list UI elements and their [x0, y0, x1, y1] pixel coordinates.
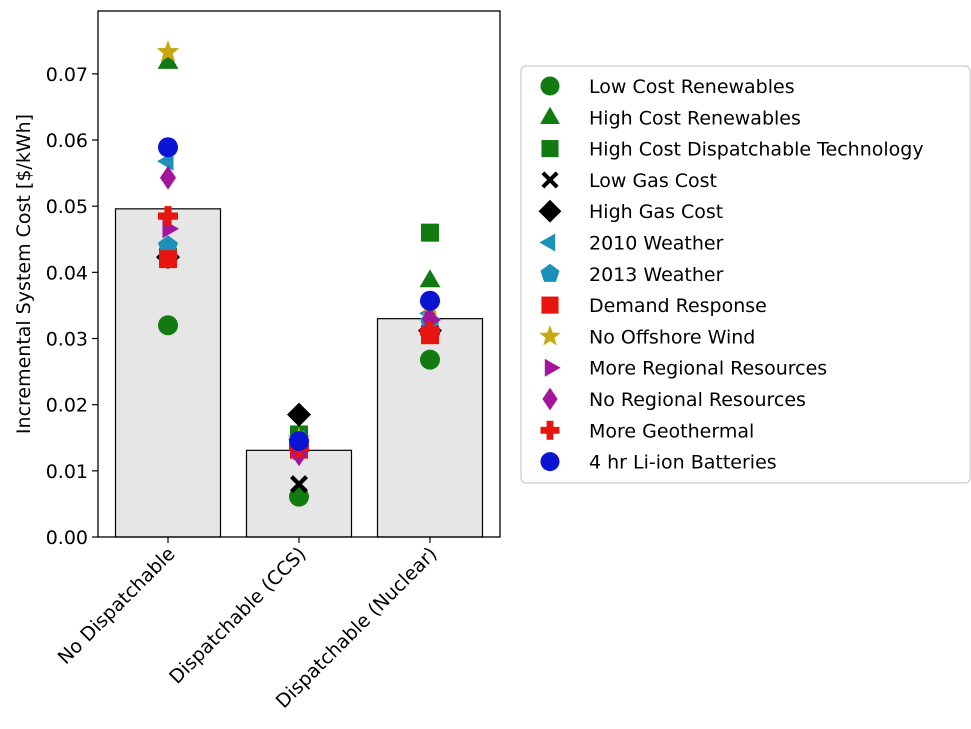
x-tick-label: No Dispatchable [54, 543, 180, 669]
marker-diamond [538, 199, 562, 223]
marker-circle [420, 349, 440, 370]
marker-square [159, 250, 177, 269]
marker-plus [158, 206, 178, 227]
legend-label: Demand Response [589, 295, 767, 317]
marker-square [541, 296, 559, 314]
marker-triangle-up [419, 269, 441, 288]
marker-circle [540, 76, 560, 96]
y-tick-label: 0.05 [46, 196, 88, 218]
marker-star [156, 40, 180, 62]
y-tick-label: 0.06 [46, 130, 88, 152]
legend-label: More Geothermal [589, 420, 754, 442]
marker-thin-diamond [422, 306, 438, 331]
y-tick-label: 0.07 [46, 64, 88, 86]
marker-thin-diamond [160, 165, 176, 190]
marker-triangle-left [539, 233, 556, 252]
y-tick-label: 0.03 [46, 329, 88, 351]
marker-circle [158, 137, 178, 158]
y-axis: 0.00 0.01 0.02 0.03 0.04 0.05 0.06 0.07 [46, 64, 98, 549]
markers-layer [156, 40, 442, 507]
legend-label: No Regional Resources [589, 389, 806, 411]
legend: Low Cost Renewables High Cost Renewables H… [520, 65, 971, 484]
marker-thin-diamond [542, 387, 558, 411]
marker-x [290, 475, 308, 494]
marker-plus [420, 321, 440, 342]
marker-square [541, 140, 559, 158]
legend-label: 2013 Weather [589, 264, 724, 286]
marker-circle [420, 290, 440, 311]
marker-triangle-up [540, 106, 560, 124]
marker-diamond [287, 402, 311, 427]
marker-square [421, 223, 439, 242]
legend-label: High Gas Cost [589, 201, 723, 223]
legend-frame [520, 65, 971, 484]
marker-triangle-right [544, 358, 561, 377]
legend-label: More Regional Resources [589, 358, 827, 380]
y-axis-title: Incremental System Cost [$/kWh] [13, 114, 35, 434]
marker-pentagon [540, 263, 560, 282]
marker-circle [289, 431, 309, 452]
legend-label: 2010 Weather [589, 233, 724, 255]
marker-circle [158, 315, 178, 336]
marker-x [541, 171, 559, 189]
y-tick-label: 0.00 [46, 527, 88, 549]
x-tick-label: Dispatchable (CCS) [165, 543, 310, 688]
y-tick-label: 0.01 [46, 461, 88, 483]
marker-circle [540, 452, 560, 472]
y-tick-label: 0.04 [46, 262, 88, 284]
marker-pentagon [158, 235, 178, 255]
legend-label: Low Gas Cost [589, 170, 717, 192]
marker-plus [540, 420, 560, 440]
legend-label: 4 hr Li-ion Batteries [589, 452, 777, 474]
legend-label: High Cost Dispatchable Technology [589, 139, 924, 161]
y-tick-label: 0.02 [46, 395, 88, 417]
legend-label: High Cost Renewables [589, 107, 801, 129]
legend-label: Low Cost Renewables [589, 76, 795, 98]
marker-star [539, 325, 561, 346]
legend-label: No Offshore Wind [589, 326, 755, 348]
marker-triangle-up [157, 50, 179, 69]
